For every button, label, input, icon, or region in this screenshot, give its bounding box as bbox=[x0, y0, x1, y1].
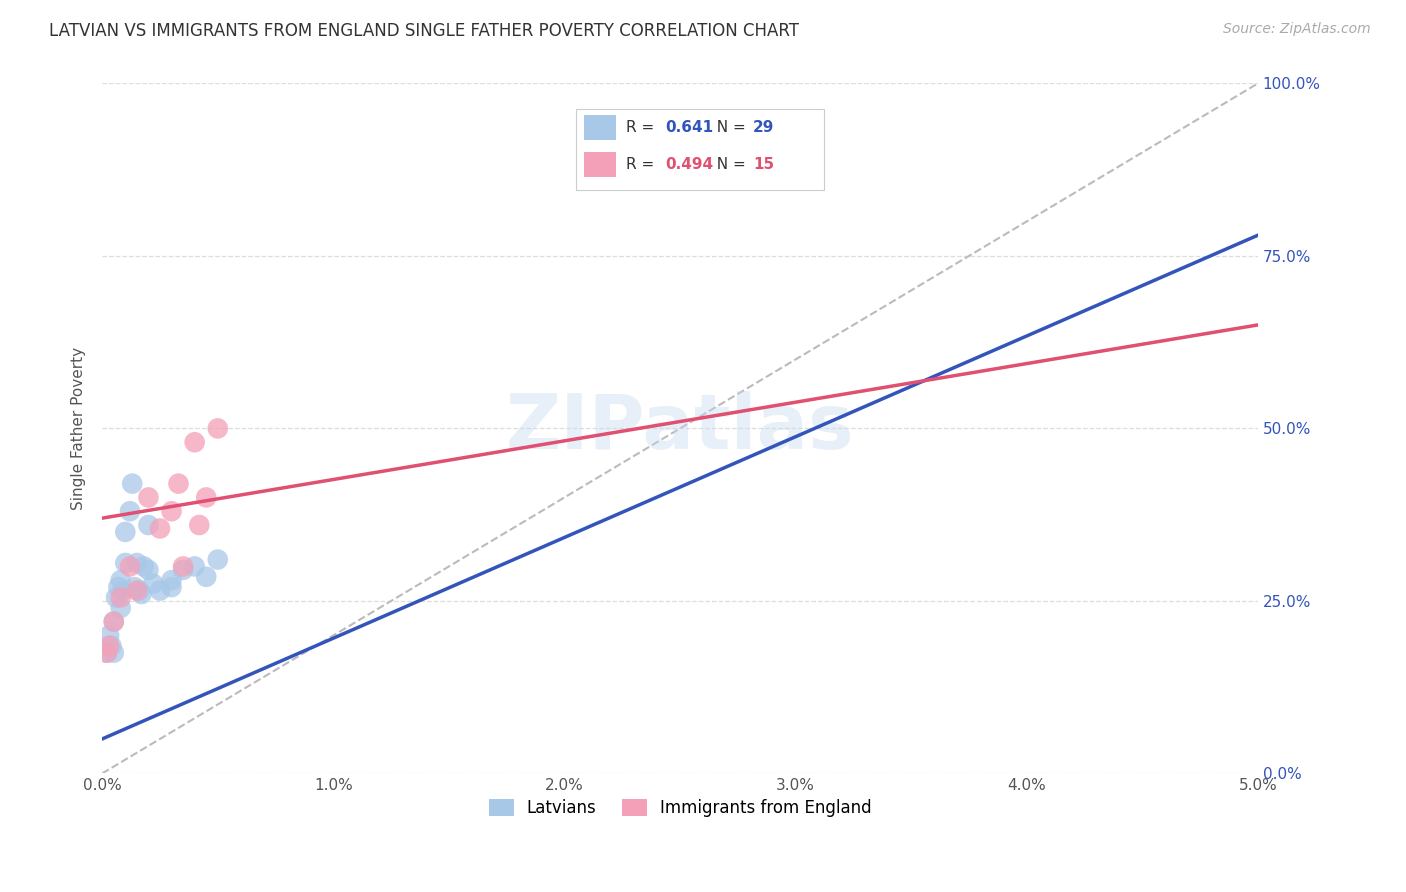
Point bbox=[118, 559, 141, 574]
Text: ZIPatlas: ZIPatlas bbox=[506, 392, 855, 466]
Point bbox=[98, 639, 121, 653]
Text: Source: ZipAtlas.com: Source: ZipAtlas.com bbox=[1223, 22, 1371, 37]
Point bbox=[118, 504, 141, 518]
Text: 15: 15 bbox=[752, 157, 773, 171]
Point bbox=[160, 573, 183, 587]
Point bbox=[132, 559, 155, 574]
Point bbox=[125, 583, 148, 598]
Point bbox=[207, 421, 229, 435]
Point bbox=[195, 570, 218, 584]
Point bbox=[188, 518, 211, 533]
Point bbox=[103, 615, 125, 629]
Point bbox=[149, 583, 172, 598]
Point bbox=[160, 580, 183, 594]
Point bbox=[183, 435, 205, 450]
Point bbox=[96, 646, 118, 660]
Point bbox=[183, 559, 205, 574]
Point bbox=[114, 556, 136, 570]
Point bbox=[110, 600, 132, 615]
FancyBboxPatch shape bbox=[583, 115, 616, 140]
Point bbox=[125, 556, 148, 570]
Point bbox=[195, 491, 218, 505]
Point bbox=[111, 583, 134, 598]
Point bbox=[167, 476, 190, 491]
Point bbox=[107, 580, 129, 594]
Point bbox=[103, 646, 125, 660]
Point bbox=[98, 628, 121, 642]
Point bbox=[138, 518, 160, 533]
Text: N =: N = bbox=[707, 157, 751, 171]
Point bbox=[172, 559, 194, 574]
Point bbox=[100, 639, 122, 653]
Point bbox=[172, 563, 194, 577]
Point bbox=[105, 591, 128, 605]
Text: 0.641: 0.641 bbox=[665, 120, 713, 135]
Point bbox=[128, 583, 150, 598]
Text: 29: 29 bbox=[752, 120, 775, 135]
FancyBboxPatch shape bbox=[583, 152, 616, 177]
Text: R =: R = bbox=[626, 120, 659, 135]
Point bbox=[207, 552, 229, 566]
Point bbox=[103, 615, 125, 629]
Y-axis label: Single Father Poverty: Single Father Poverty bbox=[72, 347, 86, 510]
Point bbox=[110, 573, 132, 587]
Legend: Latvians, Immigrants from England: Latvians, Immigrants from England bbox=[482, 792, 879, 823]
Point bbox=[121, 476, 143, 491]
Point bbox=[138, 491, 160, 505]
Point bbox=[142, 576, 165, 591]
Text: LATVIAN VS IMMIGRANTS FROM ENGLAND SINGLE FATHER POVERTY CORRELATION CHART: LATVIAN VS IMMIGRANTS FROM ENGLAND SINGL… bbox=[49, 22, 799, 40]
Point bbox=[114, 524, 136, 539]
Text: R =: R = bbox=[626, 157, 659, 171]
Point bbox=[124, 580, 146, 594]
Text: 0.494: 0.494 bbox=[665, 157, 713, 171]
Point bbox=[138, 563, 160, 577]
FancyBboxPatch shape bbox=[576, 109, 824, 190]
Point bbox=[160, 504, 183, 518]
Text: N =: N = bbox=[707, 120, 751, 135]
Point bbox=[110, 591, 132, 605]
Point bbox=[131, 587, 153, 601]
Point bbox=[149, 521, 172, 535]
Point bbox=[96, 646, 118, 660]
